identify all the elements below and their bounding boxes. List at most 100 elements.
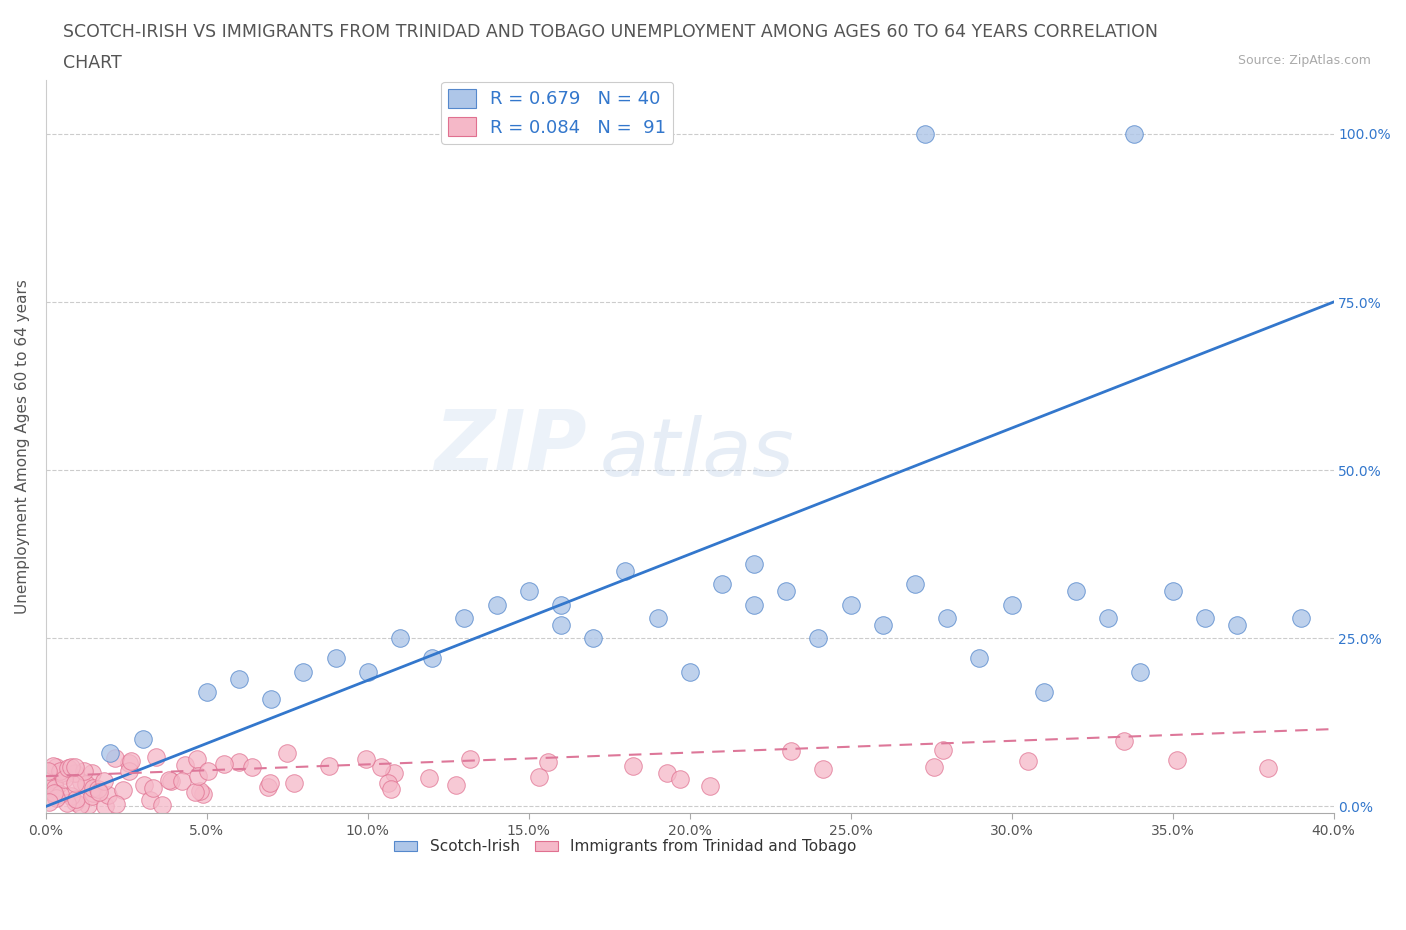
Point [132,777,155,792]
Point [1112,734,1135,749]
Point [453,611,475,626]
Point [1001,597,1024,612]
Point [63,765,86,780]
Point [70,775,93,790]
Point [157,773,180,788]
Point [131,732,153,747]
Point [195,684,218,699]
Point [41,758,63,773]
Point [228,755,250,770]
Point [1032,684,1054,699]
Point [742,597,765,612]
Point [354,751,377,766]
Point [49,766,72,781]
Point [49,764,72,778]
Point [550,597,572,612]
Point [669,771,692,786]
Point [382,765,405,780]
Point [170,774,193,789]
Point [52,771,75,786]
Point [45,790,67,805]
Point [1129,664,1152,679]
Point [550,618,572,632]
Point [197,764,219,778]
Point [87,782,110,797]
Point [257,779,280,794]
Point [318,758,340,773]
Point [42,777,65,791]
Point [710,577,733,591]
Point [104,751,127,765]
Point [283,776,305,790]
Point [904,577,927,591]
Point [1226,618,1249,632]
Point [380,782,402,797]
Point [839,597,862,612]
Point [1017,754,1039,769]
Point [53,768,76,783]
Point [458,751,481,766]
Point [76,798,98,813]
Point [44,788,66,803]
Point [444,777,467,792]
Point [621,758,644,773]
Point [807,631,830,645]
Text: SCOTCH-IRISH VS IMMIGRANTS FROM TRINIDAD AND TOBAGO UNEMPLOYMENT AMONG AGES 60 T: SCOTCH-IRISH VS IMMIGRANTS FROM TRINIDAD… [63,23,1159,41]
Point [260,691,283,706]
Point [44,785,66,800]
Point [420,651,443,666]
Point [775,584,797,599]
Point [59,760,82,775]
Point [65,760,87,775]
Point [80,789,103,804]
Point [60,789,83,804]
Point [139,793,162,808]
Point [94,799,117,814]
Point [614,564,637,578]
Point [44,781,66,796]
Point [212,756,235,771]
Point [1161,584,1184,599]
Point [647,611,669,626]
Point [259,776,281,790]
Point [527,770,550,785]
Point [780,744,803,759]
Point [813,762,835,777]
Point [914,126,936,141]
Point [370,760,392,775]
Point [872,618,894,632]
Point [276,746,298,761]
Point [924,760,946,775]
Point [69,798,91,813]
Point [679,664,702,679]
Point [82,780,104,795]
Point [45,759,67,774]
Point [1064,584,1087,599]
Point [240,760,263,775]
Point [117,755,139,770]
Point [150,797,173,812]
Point [389,631,412,645]
Point [97,788,120,803]
Point [1166,752,1188,767]
Text: atlas: atlas [599,415,794,493]
Point [118,764,141,778]
Point [931,742,953,757]
Point [120,753,142,768]
Point [228,671,250,686]
Point [49,786,72,801]
Point [145,750,167,764]
Point [1194,611,1216,626]
Point [93,774,115,789]
Point [1123,126,1146,141]
Point [193,786,215,801]
Point [188,784,211,799]
Point [112,783,135,798]
Point [536,755,558,770]
Point [42,777,65,792]
Point [89,785,111,800]
Point [65,792,87,807]
Point [63,776,86,790]
Point [80,765,103,780]
Point [936,611,959,626]
